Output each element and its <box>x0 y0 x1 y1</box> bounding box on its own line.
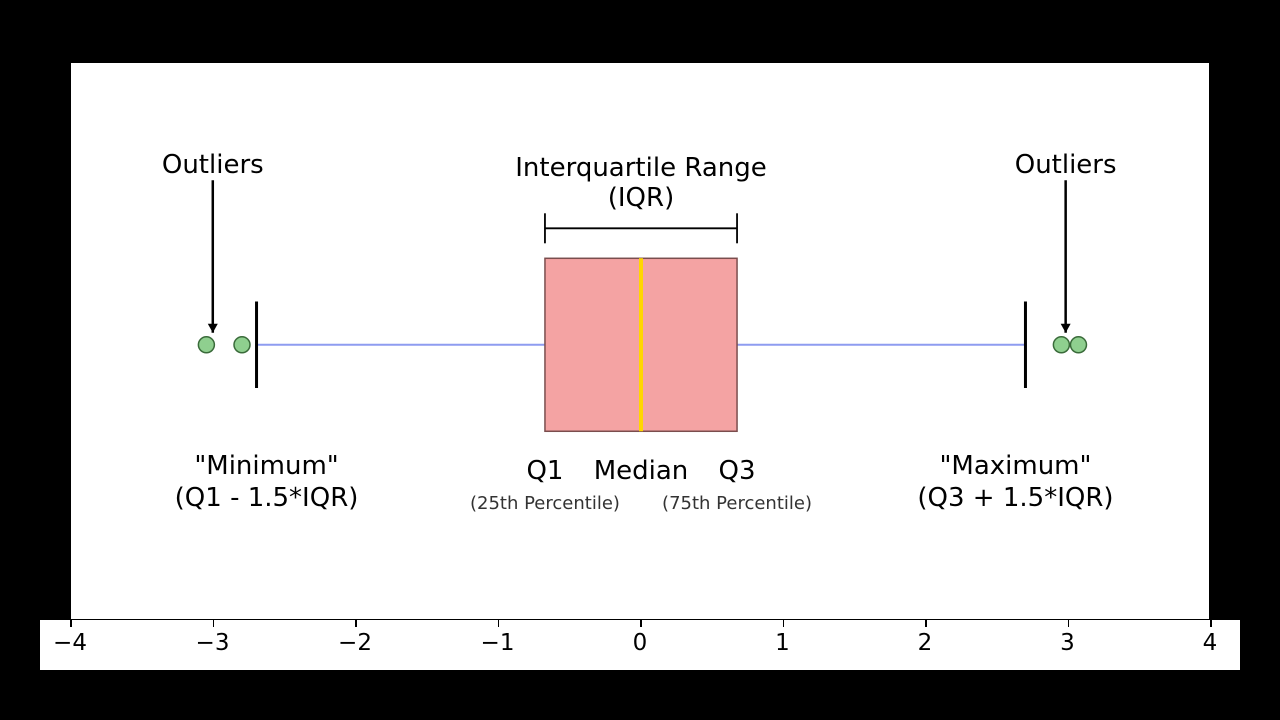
minimum-label-line1: "Minimum" <box>194 451 338 481</box>
letterbox-bottom <box>0 676 1280 720</box>
q1-sublabel: (25th Percentile) <box>470 493 620 514</box>
tick-mark <box>783 620 785 627</box>
tick-mark <box>498 620 500 627</box>
tick-mark <box>1068 620 1070 627</box>
maximum-label-line2: (Q3 + 1.5*IQR) <box>917 483 1113 513</box>
tick-label: 0 <box>633 630 648 656</box>
tick-mark <box>925 620 927 627</box>
outliers-left-label: Outliers <box>162 150 264 180</box>
tick-mark <box>70 620 72 627</box>
tick-label: 3 <box>1060 630 1075 656</box>
tick-label: 4 <box>1203 630 1218 656</box>
tick-label: 1 <box>775 630 790 656</box>
q1-label: Q1 <box>526 456 563 486</box>
q3-sublabel: (75th Percentile) <box>662 493 812 514</box>
tick-label: −4 <box>53 630 87 656</box>
tick-label: −2 <box>338 630 372 656</box>
maximum-label-line1: "Maximum" <box>939 451 1091 481</box>
q3-label: Q3 <box>719 456 756 486</box>
tick-label: −1 <box>481 630 515 656</box>
iqr-label-line2: (IQR) <box>608 183 675 213</box>
plot-frame: Interquartile Range (IQR) Outliers Outli… <box>70 62 1210 620</box>
median-label: Median <box>594 456 689 486</box>
outliers-right-label: Outliers <box>1015 150 1117 180</box>
letterbox-top <box>0 0 1280 44</box>
tick-mark <box>640 620 642 627</box>
tick-label: 2 <box>918 630 933 656</box>
tick-mark <box>1210 620 1212 627</box>
minimum-label-line2: (Q1 - 1.5*IQR) <box>175 483 359 513</box>
tick-mark <box>213 620 215 627</box>
tick-mark <box>355 620 357 627</box>
boxplot-svg <box>71 63 1211 621</box>
iqr-label-line1: Interquartile Range <box>515 153 766 183</box>
tick-label: −3 <box>196 630 230 656</box>
